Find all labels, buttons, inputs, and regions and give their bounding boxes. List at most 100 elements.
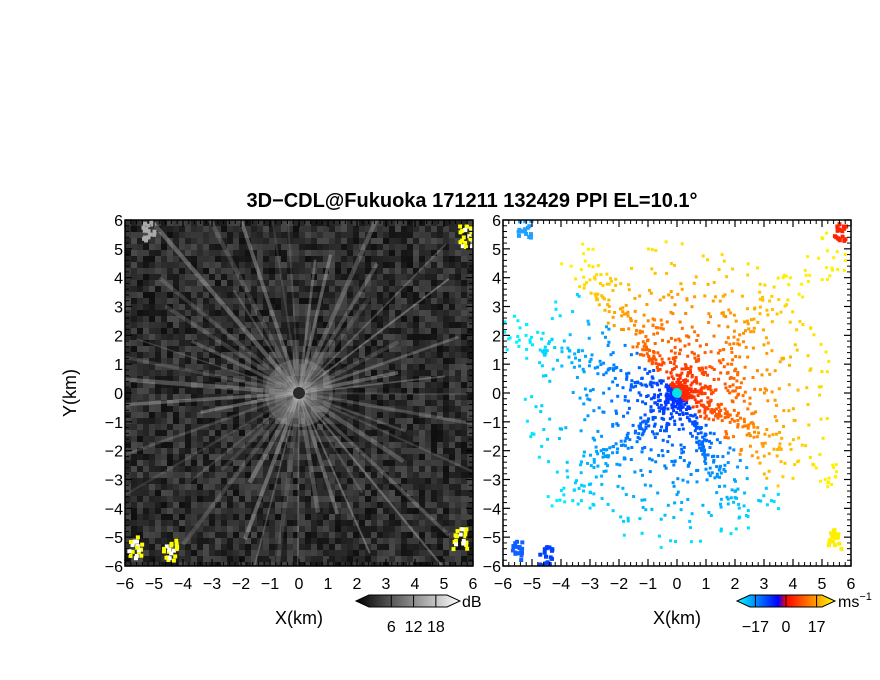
velocity-point (679, 402, 683, 406)
velocity-point (703, 411, 707, 415)
velocity-point (530, 395, 534, 399)
reflectivity-cell (311, 346, 317, 352)
velocity-point (696, 354, 700, 358)
reflectivity-cell (407, 328, 413, 334)
reflectivity-cell (233, 364, 239, 370)
reflectivity-cell (221, 532, 227, 538)
reflectivity-cell (467, 412, 473, 418)
velocity-point (753, 387, 757, 391)
reflectivity-cell (347, 364, 353, 370)
reflectivity-cell (323, 490, 329, 496)
reflectivity-cell (131, 286, 137, 292)
reflectivity-cell (455, 292, 461, 298)
reflectivity-cell (263, 508, 269, 514)
reflectivity-cell (389, 508, 395, 514)
velocity-point (644, 335, 648, 338)
reflectivity-cell (233, 394, 239, 400)
reflectivity-cell (395, 376, 401, 382)
reflectivity-cell (263, 286, 269, 292)
reflectivity-cell (269, 472, 275, 478)
reflectivity-cell (305, 256, 311, 262)
reflectivity-cell (407, 388, 413, 394)
reflectivity-cell (365, 388, 371, 394)
reflectivity-ray (298, 392, 371, 554)
reflectivity-cell (317, 472, 323, 478)
reflectivity-cell (347, 244, 353, 250)
reflectivity-cell (461, 406, 467, 412)
velocity-point (616, 447, 620, 451)
reflectivity-cell (353, 376, 359, 382)
reflectivity-cell (335, 442, 341, 448)
reflectivity-cell (311, 334, 317, 340)
reflectivity-cell (317, 442, 323, 448)
reflectivity-cell (419, 310, 425, 316)
velocity-point (703, 416, 707, 420)
reflectivity-cell (251, 364, 257, 370)
velocity-point (650, 267, 654, 271)
velocity-point (756, 320, 760, 324)
reflectivity-cell (179, 526, 185, 532)
reflectivity-cell (263, 544, 269, 550)
reflectivity-cell (185, 364, 191, 370)
velocity-point (686, 354, 690, 358)
reflectivity-cell (455, 310, 461, 316)
reflectivity-cell (425, 394, 431, 400)
velocity-point (730, 417, 734, 421)
reflectivity-cell (437, 358, 443, 364)
velocity-point (611, 289, 615, 292)
reflectivity-cell (257, 550, 263, 556)
reflectivity-cell (209, 442, 215, 448)
reflectivity-cell (467, 424, 473, 430)
velocity-point (708, 466, 712, 470)
reflectivity-cell (293, 352, 299, 358)
clutter-cell (463, 530, 468, 535)
reflectivity-cell (233, 412, 239, 418)
reflectivity-cell (125, 514, 131, 520)
reflectivity-cell (311, 340, 317, 346)
velocity-point (652, 396, 656, 399)
velocity-point (746, 262, 750, 266)
y-tick-label: −3 (105, 473, 123, 490)
reflectivity-cell (413, 454, 419, 460)
reflectivity-cell (365, 508, 371, 514)
reflectivity-cell (287, 478, 293, 484)
reflectivity-cell (287, 322, 293, 328)
reflectivity-cell (395, 310, 401, 316)
reflectivity-cell (413, 544, 419, 550)
reflectivity-cell (125, 508, 131, 514)
reflectivity-cell (191, 400, 197, 406)
reflectivity-cell (275, 478, 281, 484)
reflectivity-cell (221, 316, 227, 322)
reflectivity-cell (341, 232, 347, 238)
reflectivity-cell (173, 484, 179, 490)
velocity-point (660, 323, 664, 327)
reflectivity-cell (407, 508, 413, 514)
reflectivity-cell (227, 406, 233, 412)
reflectivity-cell (227, 262, 233, 268)
reflectivity-cell (209, 262, 215, 268)
reflectivity-cell (203, 484, 209, 490)
reflectivity-cell (467, 310, 473, 316)
reflectivity-cell (281, 274, 287, 280)
reflectivity-cell (437, 472, 443, 478)
velocity-point (779, 310, 783, 314)
reflectivity-cell (419, 238, 425, 244)
reflectivity-cell (179, 262, 185, 268)
velocity-point (679, 397, 683, 401)
reflectivity-cell (437, 364, 443, 370)
reflectivity-cell (389, 352, 395, 358)
reflectivity-cell (173, 508, 179, 514)
reflectivity-cell (245, 256, 251, 262)
reflectivity-cell (275, 430, 281, 436)
reflectivity-cell (401, 550, 407, 556)
velocity-point (662, 409, 665, 413)
reflectivity-cell (239, 538, 245, 544)
reflectivity-cell (275, 370, 281, 376)
velocity-point (765, 308, 769, 312)
velocity-point (633, 470, 637, 474)
velocity-point (758, 461, 762, 465)
reflectivity-cell (239, 352, 245, 358)
reflectivity-cell (437, 226, 443, 232)
reflectivity-cell (455, 256, 461, 262)
clutter-cell (130, 542, 135, 547)
